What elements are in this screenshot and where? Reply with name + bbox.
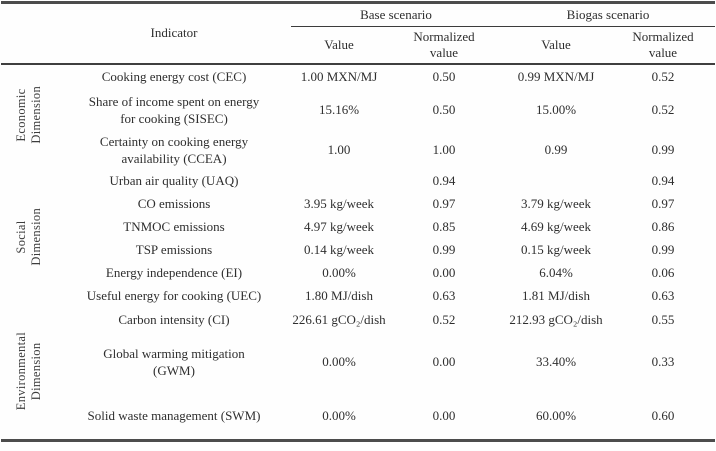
indicator-cell: Share of income spent on energy for cook… — [88, 94, 260, 126]
biogas-normalized-cell: 0.99 — [651, 142, 675, 158]
base-normalized-cell: 0.50 — [432, 68, 456, 84]
biogas-normalized-cell: 0.60 — [651, 407, 675, 423]
indicator-cell: CO emissions — [137, 195, 211, 211]
base-normalized-cell: 0.52 — [432, 311, 456, 327]
biogas-normalized-cell: 0.33 — [651, 354, 675, 370]
biogas-normalized-cell: 0.52 — [651, 68, 675, 84]
indicator-cell: Solid waste management (SWM) — [87, 407, 261, 423]
biogas-normalized-cell: 0.86 — [651, 218, 675, 234]
biogas-normalized-cell: 0.97 — [651, 195, 675, 211]
indicator-cell: Certainty on cooking energy availability… — [99, 134, 249, 166]
biogas-value-cell: 0.99 — [544, 142, 568, 158]
scenario-header-row: Indicator Base scenario Biogas scenario — [1, 2, 716, 65]
dimension-label: Economic Dimension — [14, 86, 43, 144]
base-value-cell — [291, 170, 387, 193]
base-normalized-cell: 0.00 — [432, 407, 456, 423]
biogas-normalized-header: Normalized value — [611, 26, 716, 65]
base-value-cell: 1.00 — [327, 142, 351, 158]
table-row: Environmental Dimension Carbon intensity… — [1, 308, 715, 410]
base-normalized-cell: 0.00 — [432, 354, 456, 370]
base-normalized-header: Normalized value — [387, 26, 501, 65]
dimension-label: Social Dimension — [14, 207, 43, 266]
base-normalized-cell: 0.94 — [432, 172, 456, 188]
biogas-value-cell: 0.99 MXN/MJ — [517, 68, 595, 84]
dimension-cell-economic: Economic Dimension — [1, 64, 57, 170]
indicator-column-header: Indicator — [57, 2, 291, 65]
table-row: Social Dimension Urban air quality (UAQ)… — [1, 170, 715, 265]
biogas-value-cell: 60.00% — [535, 407, 577, 423]
table-row: Certainty on cooking energy availability… — [1, 132, 715, 170]
dimension-cell-social: Social Dimension — [1, 170, 57, 308]
biogas-value-cell: 3.79 kg/week — [520, 195, 592, 211]
table-row: Economic Dimension Cooking energy cost (… — [1, 64, 715, 144]
biogas-value-cell: 4.69 kg/week — [520, 218, 592, 234]
table-row: CO emissions 3.95 kg/week 0.97 3.79 kg/w… — [1, 193, 715, 216]
biogas-value-cell: 15.00% — [535, 102, 577, 118]
biogas-normalized-cell: 0.06 — [651, 264, 675, 280]
biogas-normalized-cell: 0.55 — [651, 311, 675, 327]
biogas-value-cell — [501, 170, 611, 193]
biogas-normalized-cell: 0.94 — [651, 172, 675, 188]
biogas-value-header: Value — [501, 26, 611, 65]
base-value-cell: 3.95 kg/week — [303, 195, 375, 211]
indicator-cell: Carbon intensity (CI) — [118, 311, 230, 327]
dimension-column-header — [1, 2, 57, 65]
dimension-label: Environmental Dimension — [14, 332, 43, 411]
table-row: Solid waste management (SWM) 0.00% 0.00 … — [1, 393, 715, 441]
table-row: Energy independence (EI) 0.00% 0.00 6.04… — [1, 262, 715, 285]
indicators-table: Indicator Base scenario Biogas scenario … — [1, 1, 716, 442]
base-value-cell: 1.80 MJ/dish — [305, 287, 373, 303]
indicator-cell: Global warming mitigation (GWM) — [103, 346, 245, 378]
table-row: Useful energy for cooking (UEC) 1.80 MJ/… — [1, 285, 715, 308]
base-value-cell: 15.16% — [318, 102, 360, 118]
biogas-normalized-cell: 0.63 — [651, 287, 675, 303]
base-scenario-header: Base scenario — [291, 2, 501, 27]
indicator-cell: Useful energy for cooking (UEC) — [86, 287, 262, 303]
dimension-cell-environmental: Environmental Dimension — [1, 308, 57, 441]
indicator-cell: Cooking energy cost (CEC) — [101, 68, 247, 84]
table-header: Indicator Base scenario Biogas scenario … — [1, 2, 716, 65]
base-normalized-cell: 0.85 — [432, 218, 456, 234]
table-body: Economic Dimension Cooking energy cost (… — [1, 64, 715, 441]
base-value-cell: 4.97 kg/week — [303, 218, 375, 234]
base-value-cell: 1.00 MXN/MJ — [300, 68, 378, 84]
base-normalized-cell: 0.99 — [432, 241, 456, 257]
table-row: TNMOC emissions 4.97 kg/week 0.85 4.69 k… — [1, 216, 715, 239]
base-normalized-cell: 0.00 — [432, 264, 456, 280]
biogas-value-cell: 212.93 gCO₂/dish — [509, 311, 603, 327]
base-value-header: Value — [291, 26, 387, 65]
base-value-cell: 0.00% — [322, 354, 356, 370]
biogas-value-cell: 0.15 kg/week — [520, 241, 592, 257]
indicator-cell: TNMOC emissions — [123, 218, 225, 234]
base-normalized-cell: 0.50 — [432, 102, 456, 118]
base-value-cell: 226.61 gCO₂/dish — [292, 311, 386, 327]
base-value-cell: 0.00% — [322, 264, 356, 280]
base-normalized-cell: 1.00 — [432, 142, 456, 158]
indicator-cell: Urban air quality (UAQ) — [109, 172, 239, 188]
biogas-value-cell: 33.40% — [535, 354, 577, 370]
biogas-value-cell: 6.04% — [539, 264, 573, 280]
biogas-scenario-header: Biogas scenario — [501, 2, 716, 27]
table-row: TSP emissions 0.14 kg/week 0.99 0.15 kg/… — [1, 239, 715, 262]
base-normalized-cell: 0.63 — [432, 287, 456, 303]
table-row: Global warming mitigation (GWM) 0.00% 0.… — [1, 333, 715, 393]
base-value-cell: 0.00% — [322, 407, 356, 423]
biogas-normalized-cell: 0.52 — [651, 102, 675, 118]
table-row: Share of income spent on energy for cook… — [1, 90, 715, 132]
subheader-row: Value Normalized value Value Normalized … — [1, 26, 716, 65]
base-normalized-cell: 0.97 — [432, 195, 456, 211]
biogas-value-cell: 1.81 MJ/dish — [522, 287, 590, 303]
indicator-cell: TSP emissions — [135, 241, 213, 257]
indicator-cell: Energy independence (EI) — [105, 264, 243, 280]
base-value-cell: 0.14 kg/week — [303, 241, 375, 257]
biogas-normalized-cell: 0.99 — [651, 241, 675, 257]
